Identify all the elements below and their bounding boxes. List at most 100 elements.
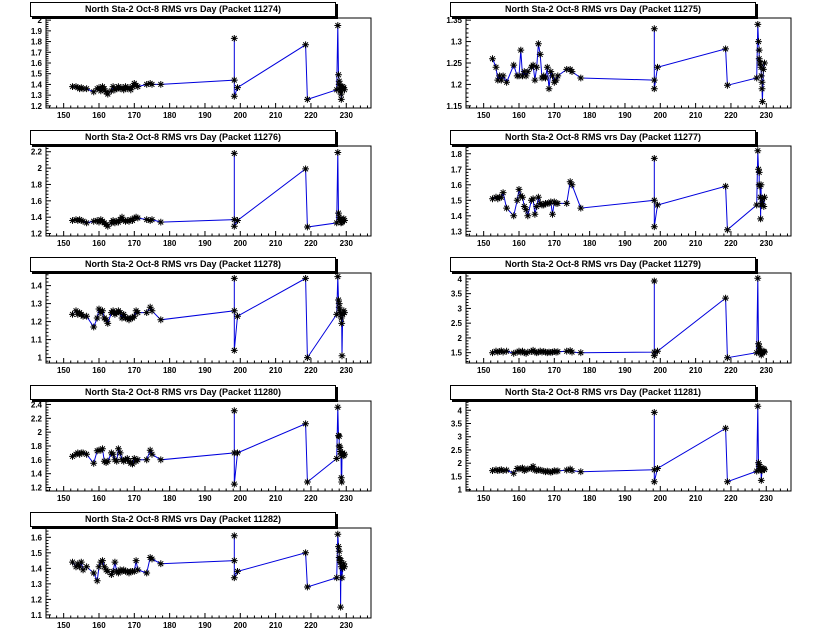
plot-panel-11275: North Sta-2 Oct-8 RMS vrs Day (Packet 11… — [420, 0, 840, 128]
y-tick-label: 1.6 — [451, 181, 463, 190]
y-tick-label: 4 — [458, 275, 463, 284]
x-tick-label: 150 — [477, 239, 491, 248]
plot-canvas: 1.3 1.4 1.5 1.6 1.7 1.8 150 160 170 180 190 200 210 2… — [451, 145, 792, 248]
y-tick-label: 1.4 — [31, 564, 43, 573]
x-tick-label: 190 — [618, 366, 632, 375]
asterisk-marker-icon — [69, 403, 348, 488]
y-tick-label: 2.2 — [31, 148, 43, 157]
x-tick-label: 170 — [548, 366, 562, 375]
plot-panel-11278: North Sta-2 Oct-8 RMS vrs Day (Packet 11… — [0, 255, 420, 383]
y-tick-label: 2 — [458, 334, 463, 343]
y-tick-label: 2.2 — [31, 414, 43, 423]
y-axis — [46, 17, 51, 109]
y-tick-label: 2.5 — [451, 319, 463, 328]
y-axis — [466, 19, 471, 107]
x-axis — [469, 103, 788, 108]
data-line — [492, 150, 765, 231]
x-tick-label: 210 — [269, 621, 283, 630]
y-tick-label: 3 — [458, 304, 463, 313]
y-tick-label: 1.6 — [31, 197, 43, 206]
asterisk-marker-icon — [489, 147, 768, 234]
x-tick-label: 190 — [198, 111, 212, 120]
plot-frame — [465, 272, 792, 364]
x-tick-label: 170 — [128, 621, 142, 630]
x-tick-label: 190 — [198, 366, 212, 375]
y-tick-label: 1.15 — [446, 102, 462, 111]
x-tick-label: 170 — [128, 494, 142, 503]
x-tick-label: 160 — [92, 366, 106, 375]
x-tick-label: 160 — [512, 494, 526, 503]
asterisk-marker-icon — [69, 530, 348, 611]
y-tick-label: 1.9 — [31, 27, 43, 36]
plot-title: North Sta-2 Oct-8 RMS vrs Day (Packet 11… — [450, 2, 756, 17]
x-tick-label: 160 — [92, 111, 106, 120]
asterisk-marker-icon — [489, 274, 768, 362]
y-tick-label: 1.6 — [31, 59, 43, 68]
plot-panel-11280: North Sta-2 Oct-8 RMS vrs Day (Packet 11… — [0, 383, 420, 511]
x-tick-label: 200 — [234, 239, 248, 248]
y-tick-label: 1.6 — [31, 533, 43, 542]
x-tick-label: 170 — [128, 239, 142, 248]
x-tick-label: 190 — [198, 494, 212, 503]
x-tick-label: 220 — [304, 494, 318, 503]
y-tick-label: 1.8 — [31, 38, 43, 47]
y-tick-label: 1.3 — [31, 300, 43, 309]
y-tick-label: 1.3 — [31, 91, 43, 100]
x-tick-label: 210 — [689, 366, 703, 375]
plot-panel-11282: North Sta-2 Oct-8 RMS vrs Day (Packet 11… — [0, 510, 420, 638]
y-tick-label: 1.5 — [31, 70, 43, 79]
y-axis — [466, 272, 471, 363]
y-axis — [466, 147, 471, 235]
x-tick-label: 150 — [477, 494, 491, 503]
x-tick-label: 150 — [57, 111, 71, 120]
x-tick-label: 220 — [724, 111, 738, 120]
y-tick-label: 4 — [458, 406, 463, 415]
x-tick-label: 220 — [304, 111, 318, 120]
x-tick-label: 220 — [304, 239, 318, 248]
y-tick-label: 3.5 — [451, 290, 463, 299]
x-tick-label: 210 — [689, 111, 703, 120]
y-tick-label: 1.4 — [31, 470, 43, 479]
y-tick-label: 1.2 — [31, 484, 43, 493]
x-tick-label: 180 — [163, 494, 177, 503]
y-tick-label: 1.2 — [31, 102, 43, 111]
y-tick-label: 1.7 — [31, 48, 43, 57]
plot-frame — [465, 17, 792, 109]
y-tick-label: 1.2 — [451, 80, 463, 89]
plot-canvas: 1.1 1.2 1.3 1.4 1.5 1.6 150 160 170 180 190 200 210 2… — [31, 527, 372, 630]
y-axis — [46, 147, 51, 235]
y-axis — [46, 401, 51, 491]
y-tick-label: 1.1 — [31, 336, 43, 345]
plot-frame — [45, 527, 372, 619]
x-axis — [49, 613, 368, 618]
x-tick-label: 180 — [163, 366, 177, 375]
y-tick-label: 3 — [458, 433, 463, 442]
y-axis — [46, 527, 51, 619]
x-tick-label: 200 — [234, 366, 248, 375]
x-tick-label: 200 — [234, 111, 248, 120]
x-tick-label: 190 — [618, 239, 632, 248]
y-tick-label: 2 — [38, 16, 43, 25]
x-axis — [469, 358, 788, 363]
x-tick-label: 230 — [340, 494, 354, 503]
y-tick-label: 1.5 — [31, 549, 43, 558]
plot-frame — [465, 145, 792, 237]
plot-title: North Sta-2 Oct-8 RMS vrs Day (Packet 11… — [30, 257, 336, 272]
x-tick-label: 180 — [583, 111, 597, 120]
plot-title: North Sta-2 Oct-8 RMS vrs Day (Packet 11… — [30, 512, 336, 527]
y-tick-label: 1.4 — [31, 282, 43, 291]
y-tick-label: 1.4 — [451, 212, 463, 221]
x-tick-label: 180 — [163, 239, 177, 248]
x-tick-label: 190 — [618, 494, 632, 503]
x-tick-label: 180 — [583, 366, 597, 375]
y-tick-label: 1.2 — [31, 318, 43, 327]
asterisk-marker-icon — [489, 21, 768, 105]
plot-title: North Sta-2 Oct-8 RMS vrs Day (Packet 11… — [30, 385, 336, 400]
x-tick-label: 230 — [340, 621, 354, 630]
plot-panel-11281: North Sta-2 Oct-8 RMS vrs Day (Packet 11… — [420, 383, 840, 511]
x-tick-label: 200 — [654, 366, 668, 375]
x-tick-label: 210 — [689, 239, 703, 248]
data-line — [72, 407, 345, 485]
x-tick-label: 150 — [57, 239, 71, 248]
